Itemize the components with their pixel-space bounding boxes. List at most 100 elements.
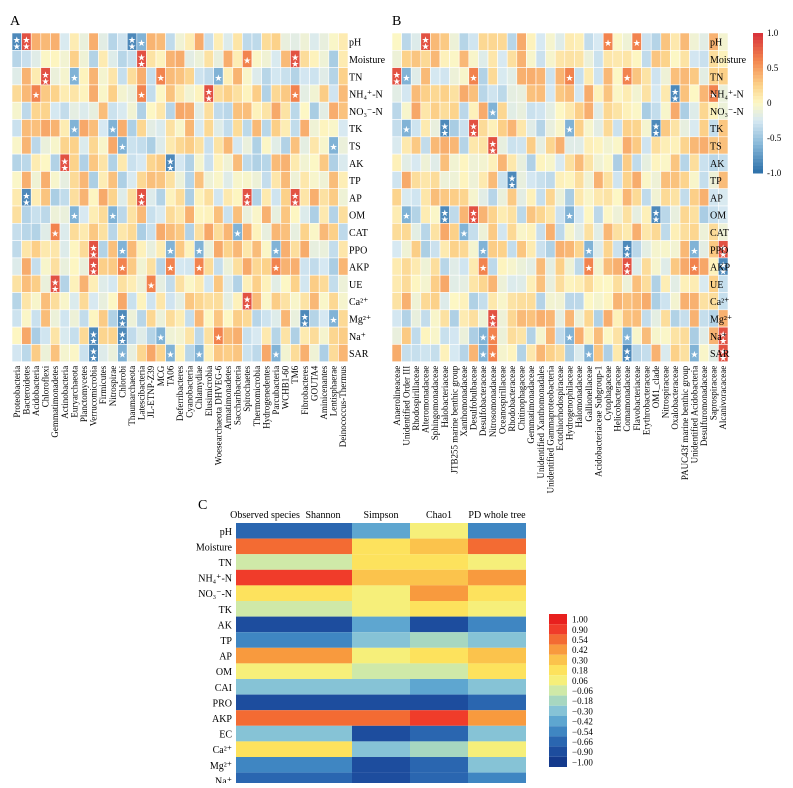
panel-c-cell bbox=[352, 679, 410, 695]
panel-b-cell bbox=[506, 119, 518, 138]
panel-b-cell bbox=[631, 153, 642, 172]
panel-a-cell bbox=[126, 188, 138, 207]
panel-a-cell bbox=[222, 136, 234, 155]
panel-b-cell bbox=[564, 153, 575, 172]
panel-a-cell bbox=[59, 292, 70, 311]
panel-b-cell bbox=[670, 274, 681, 293]
panel-b-cell bbox=[526, 32, 537, 51]
panel-a-cell bbox=[21, 101, 32, 120]
panel-a-cell bbox=[242, 344, 253, 362]
panel-a-significance-star: ★ bbox=[147, 280, 155, 290]
legend-c-swatch bbox=[549, 705, 567, 716]
panel-a-significance-star: ★ bbox=[42, 76, 50, 86]
panel-a-col-label: TM6 bbox=[290, 365, 300, 384]
panel-a-row-label: Na⁺ bbox=[349, 332, 366, 343]
panel-a-significance-star: ★ bbox=[118, 263, 126, 273]
panel-b-cell bbox=[401, 309, 412, 328]
panel-b-col-label: Unidentified Acidobacteria bbox=[689, 366, 699, 464]
panel-a-cell bbox=[184, 274, 195, 293]
panel-a-cell bbox=[309, 136, 320, 155]
panel-a-cell bbox=[78, 309, 90, 328]
panel-a-cell bbox=[232, 326, 243, 345]
colorbar-ab-segment bbox=[753, 127, 763, 132]
panel-b-cell bbox=[583, 171, 594, 189]
panel-a-col-label: Saccharibacteria bbox=[233, 366, 243, 425]
panel-b-cell bbox=[593, 67, 604, 86]
panel-b-cell bbox=[487, 119, 498, 138]
panel-a-significance-star: ★ bbox=[22, 35, 30, 45]
panel-c-cell bbox=[410, 523, 468, 539]
panel-a-cell bbox=[40, 119, 51, 138]
panel-b-cell bbox=[545, 223, 556, 241]
panel-a-significance-star: ★ bbox=[138, 38, 146, 48]
panel-a-cell bbox=[251, 136, 262, 155]
panel-a-cell bbox=[232, 171, 243, 189]
panel-a-cell bbox=[40, 153, 51, 172]
panel-a-cell bbox=[107, 188, 118, 207]
panel-b-cell bbox=[410, 205, 422, 224]
panel-a-cell bbox=[318, 188, 330, 207]
panel-b-significance-star: ★ bbox=[623, 332, 631, 342]
panel-c-cell bbox=[468, 694, 526, 711]
panel-b-significance-star: ★ bbox=[652, 215, 660, 225]
panel-c-cell bbox=[410, 554, 468, 570]
panel-b-cell bbox=[593, 223, 604, 241]
panel-b-cell bbox=[410, 257, 422, 276]
panel-c-cell bbox=[352, 585, 410, 601]
panel-b-cell bbox=[410, 240, 422, 259]
panel-b-cell bbox=[401, 257, 412, 276]
panel-b-cell bbox=[698, 153, 710, 172]
panel-b-cell bbox=[631, 223, 642, 241]
colorbar-ab-segment bbox=[753, 50, 763, 55]
panel-b-cell bbox=[602, 344, 614, 362]
panel-b-cell bbox=[526, 257, 537, 276]
panel-b-cell bbox=[660, 205, 671, 224]
panel-c-row-label: PRO bbox=[213, 698, 232, 709]
panel-b-significance-star: ★ bbox=[402, 125, 410, 135]
panel-c-row-label: Ca²⁺ bbox=[213, 745, 232, 756]
panel-a-col-label: Deferribacteres bbox=[175, 365, 185, 421]
panel-c-cell bbox=[468, 647, 526, 664]
panel-c-cell bbox=[468, 616, 526, 633]
panel-b-cell bbox=[554, 257, 566, 276]
panel-a-cell bbox=[280, 67, 291, 86]
panel-a-cell bbox=[146, 188, 157, 207]
panel-b-cell bbox=[497, 344, 508, 362]
panel-b-cell bbox=[593, 326, 604, 345]
panel-b-cell bbox=[410, 188, 422, 207]
panel-b-cell bbox=[602, 171, 614, 189]
panel-b-significance-star: ★ bbox=[422, 42, 430, 52]
panel-b-cell bbox=[670, 153, 681, 172]
colorbar-ab-segment bbox=[753, 61, 763, 65]
panel-c-cell bbox=[468, 741, 526, 757]
panel-b-cell bbox=[439, 153, 450, 172]
panel-b-cell bbox=[449, 67, 460, 86]
panel-a-col-label: Euryarchaeota bbox=[69, 366, 79, 418]
panel-a-cell bbox=[261, 67, 272, 86]
panel-a-cell bbox=[194, 101, 205, 120]
panel-c-cell bbox=[352, 663, 410, 679]
panel-b-cell bbox=[449, 188, 460, 207]
panel-b-cell bbox=[439, 257, 450, 276]
panel-b-cell bbox=[612, 171, 623, 189]
panel-b-cell bbox=[564, 49, 575, 68]
panel-a-cell bbox=[107, 326, 118, 345]
panel-b-significance-star: ★ bbox=[470, 73, 478, 83]
panel-b-cell bbox=[526, 344, 537, 362]
panel-a-cell bbox=[126, 292, 138, 311]
panel-b-cell bbox=[689, 49, 700, 68]
panel-c-row-label: EC bbox=[219, 730, 232, 741]
panel-a-cell bbox=[78, 84, 90, 103]
panel-c-cell bbox=[236, 538, 294, 555]
panel-b-cell bbox=[468, 344, 479, 362]
panel-b-cell bbox=[660, 153, 671, 172]
panel-a-cell bbox=[232, 136, 243, 155]
panel-b-cell bbox=[439, 240, 450, 259]
panel-a-cell bbox=[299, 136, 310, 155]
panel-b-cell bbox=[487, 205, 498, 224]
panel-b-cell bbox=[622, 188, 633, 207]
panel-a-cell bbox=[328, 119, 339, 138]
panel-b-significance-star: ★ bbox=[489, 318, 497, 328]
panel-a-cell bbox=[40, 344, 51, 362]
panel-a-cell bbox=[280, 84, 291, 103]
